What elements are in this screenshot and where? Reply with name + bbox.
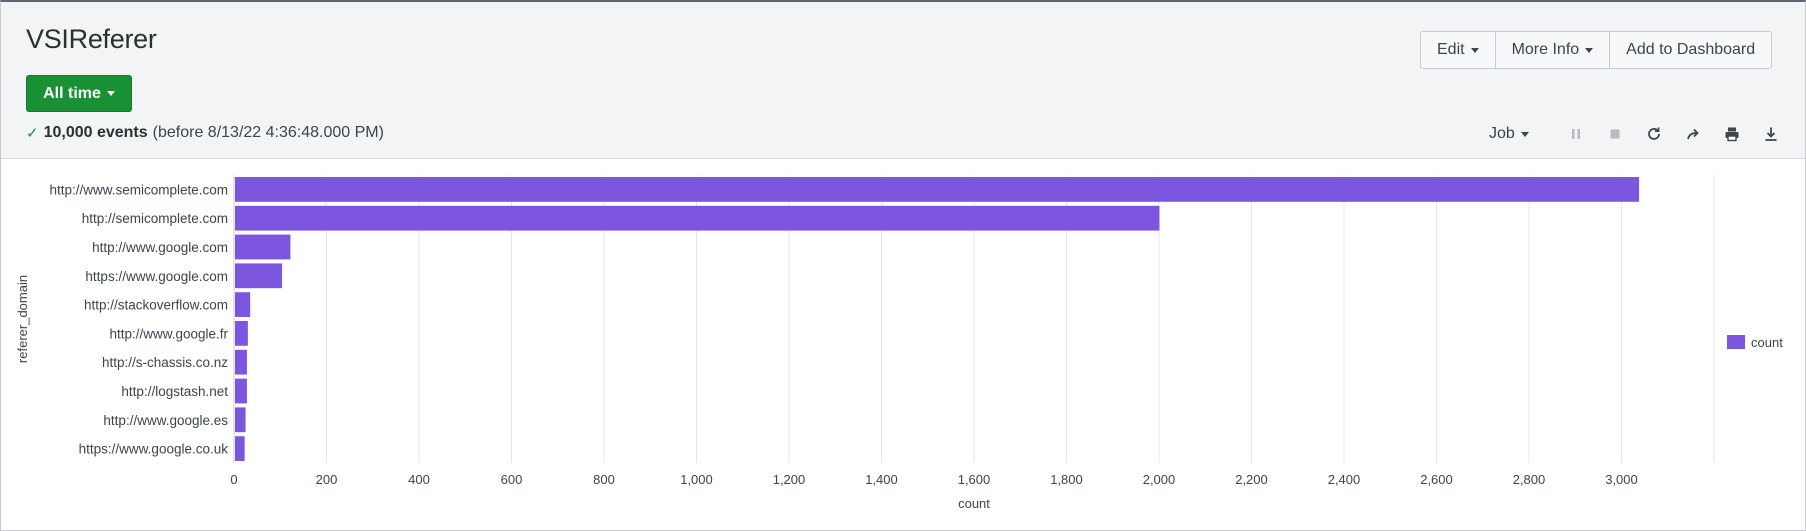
job-menu[interactable]: Job [1489, 125, 1529, 143]
bar [235, 407, 246, 433]
share-button[interactable] [1674, 122, 1713, 146]
time-range-picker[interactable]: All time [26, 75, 132, 112]
x-tick-label: 600 [501, 472, 523, 487]
x-tick-label: 800 [593, 472, 615, 487]
x-tick-label: 2,400 [1328, 472, 1361, 487]
y-tick-label: http://logstash.net [121, 384, 228, 399]
stop-button[interactable] [1596, 122, 1635, 146]
y-tick-label: http://www.google.es [103, 413, 228, 428]
job-label: Job [1489, 125, 1515, 142]
caret-down-icon [1470, 47, 1479, 53]
edit-button[interactable]: Edit [1421, 32, 1496, 68]
bar [235, 205, 1160, 231]
bar [235, 378, 247, 404]
bar [235, 292, 251, 317]
x-tick-label: 1,400 [865, 472, 898, 487]
check-icon: ✓ [26, 125, 39, 142]
x-tick-label: 2,600 [1420, 472, 1453, 487]
caret-down-icon [106, 91, 115, 96]
bar [235, 321, 248, 346]
stop-icon [1610, 129, 1620, 139]
add-to-dashboard-button[interactable]: Add to Dashboard [1610, 32, 1771, 68]
time-range-label: All time [43, 84, 101, 102]
y-tick-label: http://www.semicomplete.com [49, 182, 228, 197]
caret-down-icon [1585, 47, 1594, 53]
chart-svg: 0 200 400 600 800 1,000 1,200 1,400 1,600 1,800 2,… [15, 175, 1783, 511]
x-tick-label: 200 [316, 472, 338, 487]
job-toolbar: Job [1489, 122, 1791, 146]
bar [235, 349, 247, 375]
report-header: VSIReferer All time Edit More Info Add t… [1, 2, 1805, 159]
print-button[interactable] [1713, 122, 1752, 146]
x-tick-label: 2,800 [1513, 472, 1546, 487]
y-tick-label: http://semicomplete.com [82, 211, 228, 226]
x-tick-label: 3,000 [1605, 472, 1638, 487]
more-info-button[interactable]: More Info [1496, 32, 1611, 68]
edit-label: Edit [1437, 41, 1465, 58]
bar [235, 263, 283, 289]
share-icon [1687, 128, 1700, 140]
y-tick-label: http://stackoverflow.com [84, 298, 228, 313]
search-status: ✓ 10,000 events (before 8/13/22 4:36:48.… [26, 124, 384, 142]
x-tick-label: 1,000 [680, 472, 713, 487]
event-range: (before 8/13/22 4:36:48.000 PM) [152, 124, 384, 141]
y-tick-label: https://www.google.com [85, 269, 228, 284]
bar-chart: 0 200 400 600 800 1,000 1,200 1,400 1,600 1,800 2,… [1, 160, 1805, 530]
y-axis-title: referer_domain [15, 275, 30, 363]
x-axis-title: count [958, 496, 990, 511]
pause-icon [1572, 129, 1581, 139]
bar [235, 234, 291, 260]
x-tick-label: 2,200 [1235, 472, 1268, 487]
y-tick-label: https://www.google.co.uk [79, 442, 229, 457]
x-tick-label: 400 [408, 472, 430, 487]
refresh-button[interactable] [1635, 122, 1674, 146]
bar [235, 436, 245, 461]
event-count: 10,000 events [43, 124, 148, 141]
refresh-icon [1648, 127, 1661, 140]
pause-button[interactable] [1557, 122, 1596, 146]
y-tick-label: http://www.google.com [92, 240, 228, 255]
x-tick-label: 1,600 [958, 472, 991, 487]
download-button[interactable] [1752, 122, 1791, 146]
x-tick-label: 1,200 [773, 472, 806, 487]
page-title: VSIReferer [26, 24, 157, 54]
y-tick-label: http://s-chassis.co.nz [102, 355, 228, 370]
x-tick-label: 1,800 [1050, 472, 1083, 487]
download-icon [1765, 127, 1777, 141]
caret-down-icon [1520, 131, 1529, 137]
report-actions: Edit More Info Add to Dashboard [1420, 31, 1773, 69]
legend-label: count [1751, 335, 1783, 350]
more-info-label: More Info [1511, 41, 1580, 58]
y-tick-label: http://www.google.fr [109, 326, 228, 341]
x-tick-label: 2,000 [1143, 472, 1176, 487]
legend-swatch [1727, 335, 1745, 349]
x-tick-label: 0 [230, 472, 237, 487]
print-icon [1725, 127, 1739, 142]
bar [235, 177, 1640, 202]
add-to-dashboard-label: Add to Dashboard [1626, 41, 1756, 58]
